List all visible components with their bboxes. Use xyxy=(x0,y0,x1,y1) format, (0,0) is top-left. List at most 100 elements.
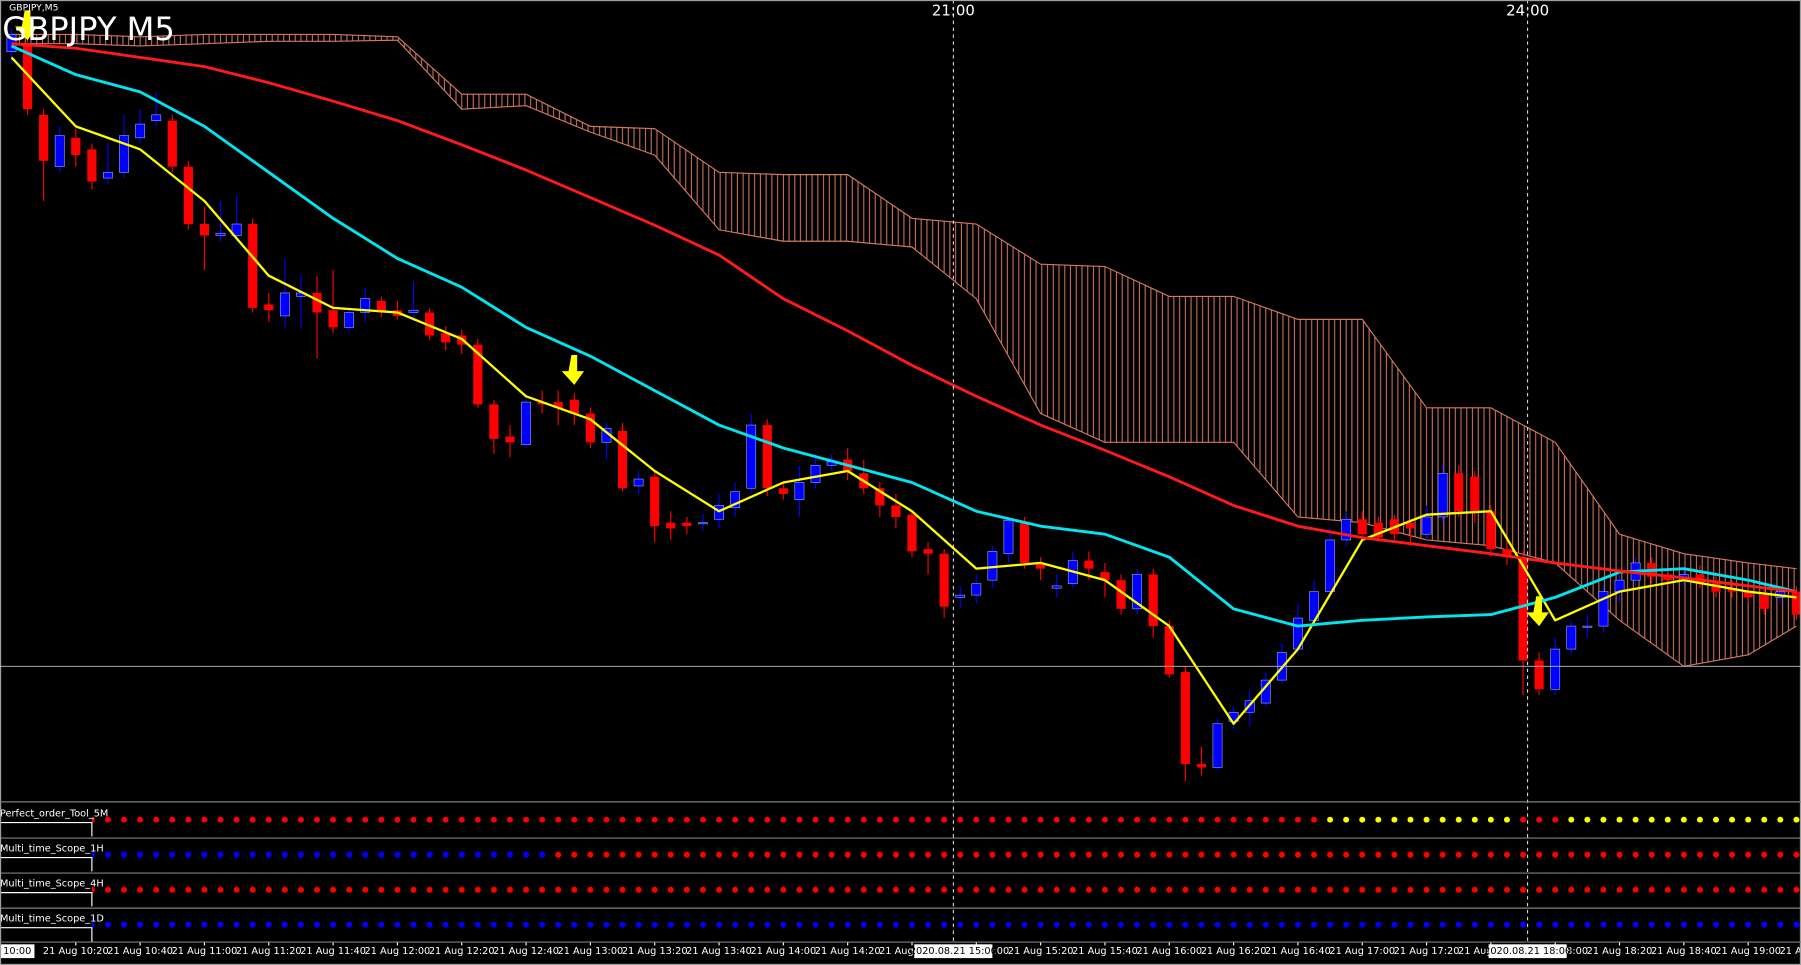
candle-body xyxy=(441,333,451,343)
candle-body xyxy=(907,514,917,552)
state-dot xyxy=(989,886,996,893)
candle-body xyxy=(971,583,982,596)
state-dot xyxy=(1632,816,1639,823)
state-dot xyxy=(1278,851,1285,858)
state-dot xyxy=(1037,886,1044,893)
moving-average xyxy=(11,42,1797,594)
state-dot xyxy=(1101,851,1108,858)
candle-body xyxy=(778,488,788,494)
state-dot xyxy=(1407,816,1414,823)
state-dot xyxy=(1648,851,1655,858)
state-dot xyxy=(1375,816,1382,823)
state-dot xyxy=(1278,921,1285,928)
moving-average xyxy=(10,56,1797,725)
state-dot xyxy=(1134,886,1141,893)
state-dot xyxy=(1311,886,1317,893)
state-dot xyxy=(1069,851,1076,858)
candle-body xyxy=(1164,626,1174,675)
candle-body xyxy=(103,172,113,179)
state-dot xyxy=(796,816,803,823)
candle-body xyxy=(1791,591,1801,615)
state-dot xyxy=(1520,886,1527,893)
x-tick-label: 21 Aug 19:20 xyxy=(1780,946,1801,957)
state-dot xyxy=(1487,921,1494,928)
state-dot xyxy=(1166,921,1173,928)
state-dot xyxy=(1407,851,1414,858)
state-dot xyxy=(153,816,160,823)
state-dot xyxy=(378,851,385,858)
x-tick-label: 21 Aug 13:40 xyxy=(686,946,752,957)
state-dot xyxy=(1439,816,1446,823)
state-dot xyxy=(1680,816,1687,823)
state-dot xyxy=(1584,816,1591,823)
state-dot xyxy=(812,851,819,858)
state-dot xyxy=(1134,816,1141,823)
state-dot xyxy=(362,816,369,823)
state-dot xyxy=(1713,816,1719,823)
candle-wick xyxy=(155,91,157,127)
state-dot xyxy=(1503,851,1510,858)
state-dot xyxy=(539,851,546,858)
candle-body xyxy=(1325,539,1335,592)
candle-body xyxy=(1421,516,1432,535)
candle-body xyxy=(1116,580,1126,609)
state-dot xyxy=(490,816,497,823)
state-dot xyxy=(1713,851,1719,858)
signal-arrow xyxy=(561,354,585,385)
state-dot xyxy=(490,886,497,893)
state-dot xyxy=(1391,921,1398,928)
state-dot xyxy=(1182,886,1189,893)
state-dot xyxy=(1761,886,1768,893)
state-dot xyxy=(1664,851,1671,858)
state-dot xyxy=(699,851,706,858)
state-dot xyxy=(1793,921,1800,928)
state-dot xyxy=(217,851,224,858)
state-dot xyxy=(892,921,899,928)
state-dot xyxy=(1391,886,1398,893)
candle-body xyxy=(1598,591,1609,627)
state-dot xyxy=(1278,886,1285,893)
candle-body xyxy=(22,43,33,110)
state-dot xyxy=(1793,851,1800,858)
state-dot xyxy=(1343,851,1350,858)
state-dot xyxy=(1311,816,1317,823)
cloud-bottom xyxy=(11,39,1797,667)
state-dot xyxy=(330,886,337,893)
state-dot xyxy=(1246,851,1253,858)
state-dot xyxy=(506,886,513,893)
state-dot xyxy=(169,851,176,858)
state-dot xyxy=(1053,921,1060,928)
state-dot xyxy=(426,921,433,928)
state-dot xyxy=(1037,816,1044,823)
state-dot xyxy=(1503,816,1510,823)
state-dot xyxy=(1230,851,1237,858)
state-dot xyxy=(1021,921,1028,928)
state-dot xyxy=(1182,851,1189,858)
candle-wick xyxy=(300,275,302,328)
state-dot xyxy=(667,921,674,928)
state-dot xyxy=(1729,886,1736,893)
panel-label-frame xyxy=(0,892,93,907)
state-dot xyxy=(1262,886,1269,893)
start-label-box xyxy=(0,944,35,959)
state-dot xyxy=(1487,816,1494,823)
state-dot xyxy=(748,921,755,928)
state-dot xyxy=(651,816,658,823)
state-dot xyxy=(1407,921,1414,928)
state-dot xyxy=(442,921,449,928)
panel-label-box xyxy=(0,909,92,942)
candle-body xyxy=(1180,672,1190,764)
candle-body xyxy=(585,413,595,443)
state-dot xyxy=(233,851,240,858)
state-dot xyxy=(908,921,915,928)
state-dot xyxy=(1761,921,1768,928)
state-dot xyxy=(892,816,899,823)
state-dot xyxy=(732,921,739,928)
state-dot xyxy=(330,816,337,823)
state-dot xyxy=(828,921,835,928)
state-dot xyxy=(185,816,192,823)
state-dot xyxy=(571,921,578,928)
state-dot xyxy=(796,851,803,858)
state-dot xyxy=(314,816,320,823)
state-dot xyxy=(1600,851,1607,858)
